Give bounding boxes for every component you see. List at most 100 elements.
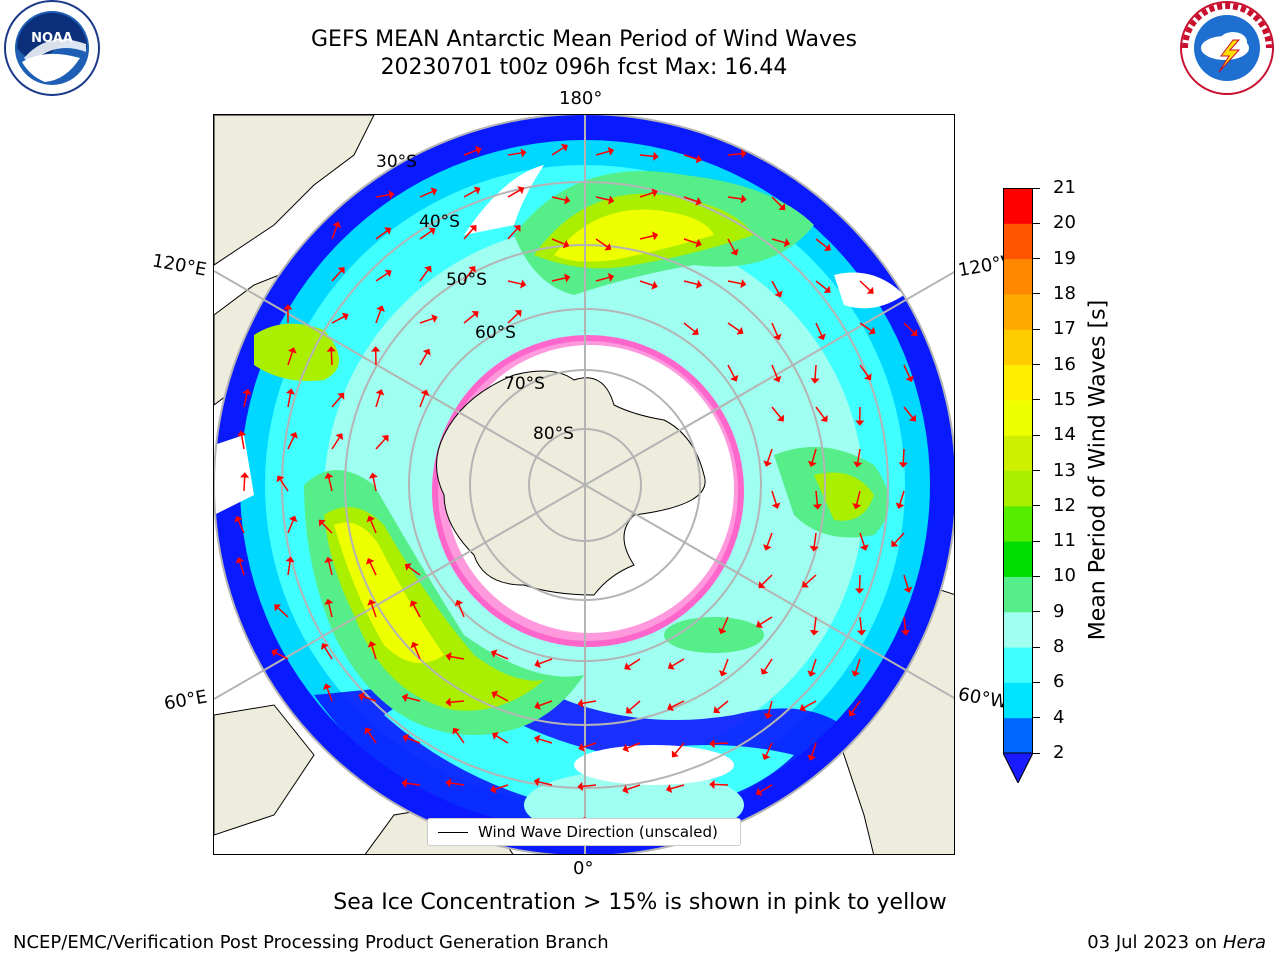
wind-arrow-head	[271, 648, 279, 658]
wind-arrow-head	[564, 273, 571, 283]
wind-arrow-head	[430, 187, 438, 196]
wind-arrow-head	[288, 515, 298, 523]
lat-label-40s: 40°S	[419, 212, 460, 232]
wind-arrow-head	[534, 659, 541, 668]
wind-arrow-head	[367, 641, 377, 648]
wind-arrow-shaft	[323, 646, 333, 660]
wind-arrow-head	[667, 661, 675, 670]
wind-arrow-shaft	[419, 190, 434, 198]
wind-arrow-shaft	[683, 280, 698, 286]
wind-arrow-head	[651, 188, 658, 198]
colorbar	[1003, 188, 1033, 783]
wind-arrow-shaft	[237, 519, 245, 534]
wind-arrow-shaft	[463, 269, 473, 282]
wind-arrow-head	[274, 604, 282, 612]
wind-arrow-shaft	[240, 435, 245, 450]
wind-arrow-shaft	[759, 616, 773, 626]
wind-arrow-shaft	[551, 277, 566, 282]
wind-arrow-shaft	[670, 784, 685, 790]
wind-arrow-shaft	[713, 783, 729, 786]
wind-arrow-shaft	[771, 406, 782, 419]
wind-arrow-head	[607, 146, 615, 156]
wind-arrow-head	[375, 389, 385, 396]
wind-arrow-shaft	[903, 574, 909, 589]
wind-arrow-shaft	[369, 562, 377, 576]
wind-arrow-shaft	[406, 696, 421, 702]
wind-arrow-shaft	[628, 700, 641, 711]
wind-arrow-shaft	[419, 393, 426, 408]
wind-arrow-head	[671, 750, 679, 758]
wind-arrow-head	[864, 373, 872, 381]
wind-arrow-shaft	[371, 645, 377, 660]
wind-arrow-head	[807, 754, 817, 761]
wind-arrow-head	[895, 502, 905, 509]
wind-arrow-shaft	[375, 309, 382, 324]
wind-arrow-head	[807, 670, 817, 677]
wind-arrow-head	[848, 709, 857, 717]
colorbar-tick-label: 9	[1053, 600, 1065, 622]
wind-arrow-head	[820, 415, 828, 423]
wind-arrow-shaft	[375, 438, 386, 450]
wind-arrow-shaft	[370, 603, 377, 618]
wind-arrow-shaft	[727, 364, 736, 378]
wind-arrow-head	[326, 346, 336, 352]
wind-arrow-head	[318, 519, 326, 527]
wind-arrow-head	[534, 734, 541, 744]
legend-line-swatch	[438, 832, 468, 833]
wind-arrow-head	[778, 203, 786, 211]
wind-arrow-shaft	[287, 393, 292, 408]
wind-arrow-head	[823, 243, 831, 251]
wind-arrow-head	[401, 778, 408, 788]
wind-arrow-shaft	[595, 238, 608, 248]
wind-arrow-head	[817, 333, 826, 341]
wind-arrow-head	[424, 265, 432, 273]
wind-arrow-shaft	[328, 477, 333, 492]
wind-arrow-head	[651, 280, 658, 290]
wind-arrow-head	[381, 435, 389, 443]
wind-arrow-shaft	[727, 152, 743, 156]
wind-arrow-shaft	[854, 658, 861, 673]
wind-arrow-head	[520, 148, 527, 158]
colorbar-tick-label: 4	[1053, 706, 1065, 728]
wind-arrow-head	[812, 503, 822, 510]
wind-arrow-shaft	[538, 700, 553, 707]
wind-arrow-shaft	[859, 532, 866, 547]
wind-arrow-head	[235, 557, 245, 564]
footer-date-text: 03 Jul 2023 on	[1087, 932, 1223, 953]
wind-arrow-shaft	[859, 364, 869, 377]
colorbar-tick-mark	[1033, 505, 1040, 507]
wind-arrow-head	[364, 727, 373, 735]
wind-arrow-shaft	[331, 225, 338, 240]
colorbar-segment	[1003, 258, 1033, 295]
wind-arrow-shaft	[331, 315, 345, 324]
wind-arrow-head	[898, 462, 908, 468]
colorbar-tick-mark	[1033, 646, 1040, 648]
wind-arrow-head	[718, 627, 727, 635]
wind-arrow-shaft	[419, 352, 428, 366]
wind-arrow-shaft	[538, 658, 553, 665]
wind-arrow-shaft	[375, 393, 381, 408]
wind-arrow-shaft	[815, 322, 823, 337]
wind-arrow-head	[468, 265, 476, 273]
wind-arrow-shaft	[375, 272, 389, 282]
colorbar-tick-mark	[1033, 540, 1040, 542]
colorbar-segment	[1003, 505, 1033, 542]
wind-arrow-head	[855, 420, 865, 426]
wind-arrow-head	[564, 195, 571, 205]
wind-arrow-shaft	[763, 658, 773, 672]
wind-arrow-head	[384, 269, 392, 278]
wind-arrow-shaft	[239, 561, 245, 576]
wind-arrow-shaft	[810, 742, 817, 757]
wind-arrow-head	[376, 305, 385, 312]
wind-arrow-head	[577, 781, 584, 792]
wind-arrow-shaft	[903, 364, 911, 379]
wind-arrow-head	[517, 186, 525, 195]
wind-arrow-head	[718, 670, 728, 677]
wind-arrow-head	[368, 472, 378, 479]
wind-arrow-shaft	[639, 154, 655, 158]
colorbar-tick-mark	[1033, 222, 1040, 224]
wind-arrow-shaft	[771, 364, 779, 379]
wind-arrow-head	[756, 620, 764, 629]
antarctica	[436, 370, 706, 596]
wind-arrow-shaft	[287, 561, 291, 576]
